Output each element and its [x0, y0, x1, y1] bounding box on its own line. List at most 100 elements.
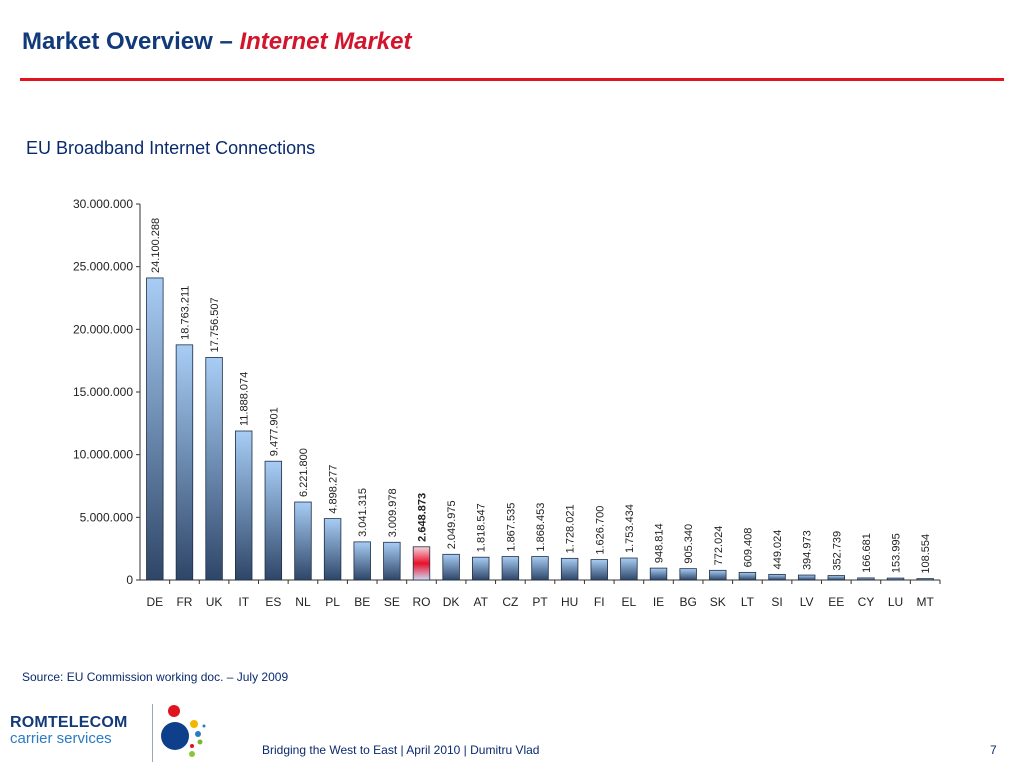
logo-subtitle: carrier services — [10, 730, 112, 747]
bar-be — [353, 541, 371, 581]
y-tick-label: 5.000.000 — [80, 510, 134, 524]
bar-es — [264, 460, 283, 581]
bar-uk — [205, 357, 223, 581]
bar-lv — [797, 574, 816, 581]
x-tick-label: SK — [710, 595, 726, 609]
bar-mt — [916, 578, 934, 581]
title-divider — [20, 78, 1004, 81]
bar-chart: 0 5.000.000 10.000.000 15.000.000 20.000.000… — [73, 197, 941, 609]
y-tick-label: 15.000.000 — [73, 385, 133, 399]
x-tick-label: EE — [828, 595, 844, 609]
chart-labels: DE 24.100.288 FR 18.763.211 UK 17.756.507 IT 11… — [146, 218, 934, 609]
bar-fr — [175, 344, 194, 581]
bar-lt — [738, 571, 757, 581]
x-tick-label: IT — [238, 595, 249, 609]
x-tick-label: LU — [888, 595, 903, 609]
x-tick-label: DK — [443, 595, 460, 609]
y-tick-label: 0 — [126, 573, 133, 587]
data-label: 4.898.277 — [328, 465, 340, 514]
data-label: 609.408 — [742, 528, 754, 568]
data-label: 1.867.535 — [505, 503, 517, 552]
data-label: 394.973 — [802, 530, 814, 570]
bar-sk — [709, 569, 727, 581]
x-tick-label: MT — [917, 595, 935, 609]
bar-cz — [501, 556, 520, 581]
x-tick-label: RO — [412, 595, 430, 609]
data-label: 948.814 — [654, 523, 666, 563]
bar-el — [620, 557, 638, 581]
x-tick-label: PT — [532, 595, 548, 609]
logo-separator — [152, 704, 153, 762]
footer-text: Bridging the West to East | April 2010 |… — [262, 743, 540, 757]
company-logo: ROMTELECOM carrier services — [10, 714, 128, 747]
data-label: 772.024 — [713, 526, 725, 566]
data-label: 1.728.021 — [565, 504, 577, 553]
data-label: 108.554 — [920, 534, 932, 574]
bar-lu — [886, 577, 905, 581]
x-tick-label: PL — [325, 595, 340, 609]
bar-bg — [679, 568, 697, 581]
data-label: 1.753.434 — [624, 504, 636, 553]
source-note: Source: EU Commission working doc. – Jul… — [22, 670, 289, 684]
slide-title: Market Overview – Internet Market — [22, 28, 412, 56]
data-label: 449.024 — [772, 530, 784, 570]
data-label: 24.100.288 — [150, 218, 162, 273]
x-tick-label: NL — [295, 595, 311, 609]
chart-bars — [146, 277, 934, 581]
data-label: 352.739 — [831, 531, 843, 571]
x-tick-label: CY — [858, 595, 875, 609]
data-label: 11.888.074 — [239, 372, 251, 426]
logo-dots-icon — [161, 705, 206, 757]
bar-nl — [294, 501, 312, 581]
x-tick-label: IE — [653, 595, 664, 609]
y-tick-label: 20.000.000 — [73, 322, 133, 336]
bar-pt — [531, 556, 549, 581]
data-label: 2.049.975 — [446, 500, 458, 549]
bar-si — [768, 573, 786, 581]
data-label: 166.681 — [861, 533, 873, 573]
x-tick-label: SI — [771, 595, 782, 609]
bar-fi — [590, 559, 608, 581]
data-label: 9.477.901 — [268, 407, 280, 456]
logo-name: ROMTELECOM — [10, 714, 128, 731]
bar-dk — [442, 553, 460, 581]
x-tick-label: SE — [384, 595, 400, 609]
x-tick-label: FR — [176, 595, 192, 609]
x-tick-label: HU — [561, 595, 578, 609]
data-label: 3.009.978 — [387, 488, 399, 537]
data-label: 3.041.315 — [357, 488, 369, 537]
chart-subtitle: EU Broadband Internet Connections — [26, 138, 316, 158]
x-tick-label: UK — [206, 595, 223, 609]
bar-pl — [323, 518, 342, 581]
data-label: 2.648.873 — [416, 493, 428, 542]
x-tick-label: BE — [354, 595, 370, 609]
bar-ro — [412, 546, 431, 581]
y-tick-label: 30.000.000 — [73, 197, 133, 211]
x-tick-label: ES — [265, 595, 281, 609]
bar-it — [235, 430, 253, 581]
data-label: 1.626.700 — [594, 506, 606, 555]
chart-axes: 0 5.000.000 10.000.000 15.000.000 20.000.000… — [73, 197, 941, 587]
data-label: 18.763.211 — [179, 286, 191, 340]
x-tick-label: DE — [146, 595, 163, 609]
data-label: 153.995 — [891, 533, 903, 573]
bar-ie — [649, 567, 668, 581]
y-tick-label: 25.000.000 — [73, 260, 133, 274]
data-label: 17.756.507 — [209, 297, 221, 352]
slide-title-accent: Internet Market — [239, 28, 412, 55]
x-tick-label: AT — [474, 595, 489, 609]
data-label: 905.340 — [683, 524, 695, 564]
x-tick-label: LT — [741, 595, 755, 609]
x-tick-label: CZ — [502, 595, 518, 609]
bar-hu — [560, 557, 579, 581]
bar-de — [146, 277, 164, 581]
bar-ee — [827, 575, 845, 581]
y-tick-label: 10.000.000 — [73, 448, 133, 462]
data-label: 1.868.453 — [535, 503, 547, 552]
bar-cy — [857, 577, 875, 581]
data-label: 1.818.547 — [476, 503, 488, 552]
x-tick-label: BG — [679, 595, 696, 609]
x-tick-label: LV — [800, 595, 814, 609]
x-tick-label: FI — [594, 595, 605, 609]
bar-se — [383, 541, 401, 581]
